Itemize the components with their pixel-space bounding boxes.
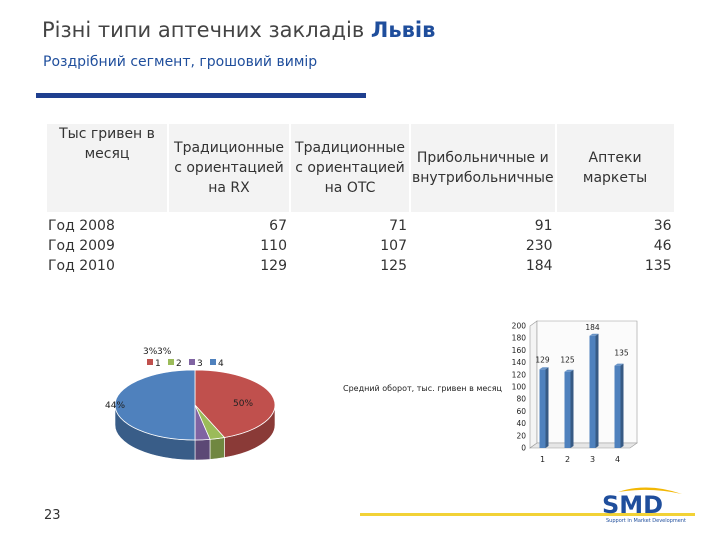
bar-axes: 0 20 40 60 80 100 120 140 160 180 200 (512, 320, 638, 453)
table-cell: 230 (525, 238, 553, 254)
legend-label: 1 (155, 359, 161, 369)
row-label: Год 2010 (48, 258, 115, 274)
table-cell: 36 (653, 218, 672, 234)
table-header-cell: Традиционные с ориентацией на OTC (291, 124, 409, 212)
bar (564, 371, 571, 448)
y-tick-label: 20 (516, 431, 526, 440)
pie-data-label: 50% (233, 399, 253, 409)
pie-legend: 1 2 3 4 (147, 359, 224, 369)
y-axis-title: Средний оборот, тыс. гривен в месяц (343, 384, 503, 393)
bar-side (570, 369, 574, 448)
logo-text: SMD (602, 491, 663, 519)
table-cell: 135 (644, 258, 672, 274)
row-label: Год 2008 (48, 218, 115, 234)
table-header-cell: Традиционные с ориентацией на RX (169, 124, 289, 212)
table-cell: 129 (260, 258, 287, 274)
bar-top (539, 367, 549, 370)
table-header-cell: Прибольничные и внутрибольничные (411, 124, 555, 212)
bar-side (595, 333, 599, 448)
bar-series: 129 1 125 2 184 3 135 4 (535, 323, 629, 464)
table-cell: 184 (525, 258, 553, 274)
y-tick-label: 100 (512, 383, 527, 392)
pie-data-label: 44% (105, 401, 125, 411)
y-tick-label: 40 (516, 419, 526, 428)
table-row: Год 2010 129 125 184 135 (47, 256, 674, 276)
table-cell: 107 (380, 238, 407, 254)
pie-slice (194, 369, 276, 438)
bar-top (614, 363, 624, 366)
bar-data-label: 129 (535, 356, 550, 365)
pie-slice (114, 369, 196, 441)
x-tick-label: 1 (540, 455, 545, 464)
y-tick-label: 120 (512, 370, 527, 379)
table-row: Год 2009 110 107 230 46 (47, 236, 674, 256)
pie-chart: 1 2 3 4 44% 3% 3% 50% (105, 347, 276, 461)
bar-data-label: 135 (614, 349, 629, 358)
x-tick-label: 4 (615, 455, 620, 464)
chart-floor (529, 442, 638, 449)
footer-divider (360, 513, 695, 516)
table-cell: 46 (653, 238, 672, 254)
chart-side-wall (529, 320, 538, 449)
table-row: Год 2008 67 71 91 36 (47, 212, 674, 236)
logo-tagline: Support in Market Development (606, 518, 686, 524)
table-header-row: Тыс гривен в месяц Традиционные с ориент… (47, 124, 674, 212)
y-tick-label: 140 (512, 358, 527, 367)
table-cell: 110 (260, 238, 287, 254)
bar (539, 369, 546, 448)
pie-slices (114, 369, 276, 441)
logo-swoosh (618, 487, 682, 494)
table-corner-cell: Тыс гривен в месяц (47, 124, 167, 212)
pie-slice-side (209, 437, 225, 460)
table-cell: 67 (269, 218, 287, 234)
legend-swatch (210, 359, 216, 365)
table-cell: 91 (534, 218, 553, 234)
x-tick-label: 3 (590, 455, 595, 464)
y-tick-label: 160 (512, 346, 527, 355)
bar-side (620, 363, 624, 448)
table-header-cell: Аптеки маркеты (556, 124, 674, 212)
pie-depth (114, 404, 276, 461)
table-cell: 71 (389, 218, 407, 234)
title-divider (36, 93, 366, 98)
bar-data-label: 125 (560, 356, 575, 365)
x-tick-label: 2 (565, 455, 570, 464)
pie-data-label: 3% (143, 347, 158, 357)
pie-data-label: 3% (157, 347, 172, 357)
page-number: 23 (44, 508, 61, 523)
legend-label: 3 (197, 359, 203, 369)
bar (589, 335, 596, 448)
bar-side (545, 367, 549, 448)
legend-label: 4 (218, 359, 224, 369)
y-tick-label: 60 (516, 407, 526, 416)
data-table: Тыс гривен в месяц Традиционные с ориент… (47, 124, 674, 276)
y-tick-label: 80 (516, 395, 526, 404)
y-tick-label: 200 (512, 322, 527, 331)
legend-swatch (147, 359, 153, 365)
smd-logo: SMD Support in Market Development (602, 487, 686, 524)
pie-slice-side (194, 439, 211, 461)
y-tick-label: 0 (521, 444, 526, 453)
bar (614, 365, 621, 448)
page-subtitle: Роздрібний сегмент, грошовий вимір (43, 54, 318, 70)
bar-data-label: 184 (585, 323, 600, 332)
bar-chart: Средний оборот, тыс. гривен в месяц 0 20 4… (343, 320, 638, 464)
legend-label: 2 (176, 359, 182, 369)
page-title-city: Львів (370, 18, 436, 42)
pie-data-labels: 44% 3% 3% 50% (105, 347, 253, 411)
row-label: Год 2009 (48, 238, 115, 254)
y-tick-label: 180 (512, 334, 527, 343)
bar-top (589, 333, 599, 336)
legend-swatch (189, 359, 195, 365)
table-cell: 125 (380, 258, 407, 274)
page-title: Різні типи аптечних закладів Львів (42, 18, 436, 42)
bar-top (564, 369, 574, 372)
legend-swatch (168, 359, 174, 365)
